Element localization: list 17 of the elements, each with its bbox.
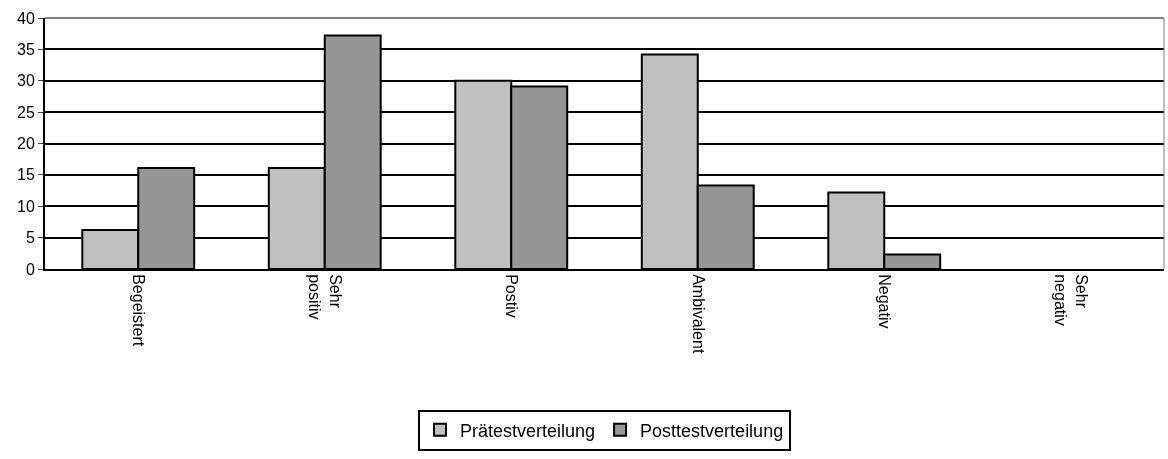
y-tick-label: 5 — [25, 229, 35, 247]
y-tick-label: 10 — [17, 197, 35, 215]
x-tick-label: Negativ — [876, 274, 894, 329]
x-tick-label: Ambivalent — [689, 274, 707, 354]
y-tick-label: 0 — [25, 260, 35, 278]
y-tick-label: 20 — [17, 135, 35, 153]
y-tick-label: 30 — [17, 72, 35, 90]
x-tick-label: Begeistert — [130, 274, 148, 347]
y-tick-label: 35 — [17, 40, 35, 58]
legend-label: Prätestverteilung — [460, 420, 596, 441]
y-tick-label: 25 — [17, 103, 35, 121]
y-tick-label: 15 — [17, 166, 35, 184]
x-tick-label: Sehr positiv — [306, 274, 344, 320]
y-tick-label: 40 — [17, 9, 35, 27]
x-tick-label: Sehr negativ — [1052, 274, 1090, 326]
x-tick-label: Postiv — [503, 274, 521, 318]
legend-label: Posttestverteilung — [640, 420, 784, 441]
